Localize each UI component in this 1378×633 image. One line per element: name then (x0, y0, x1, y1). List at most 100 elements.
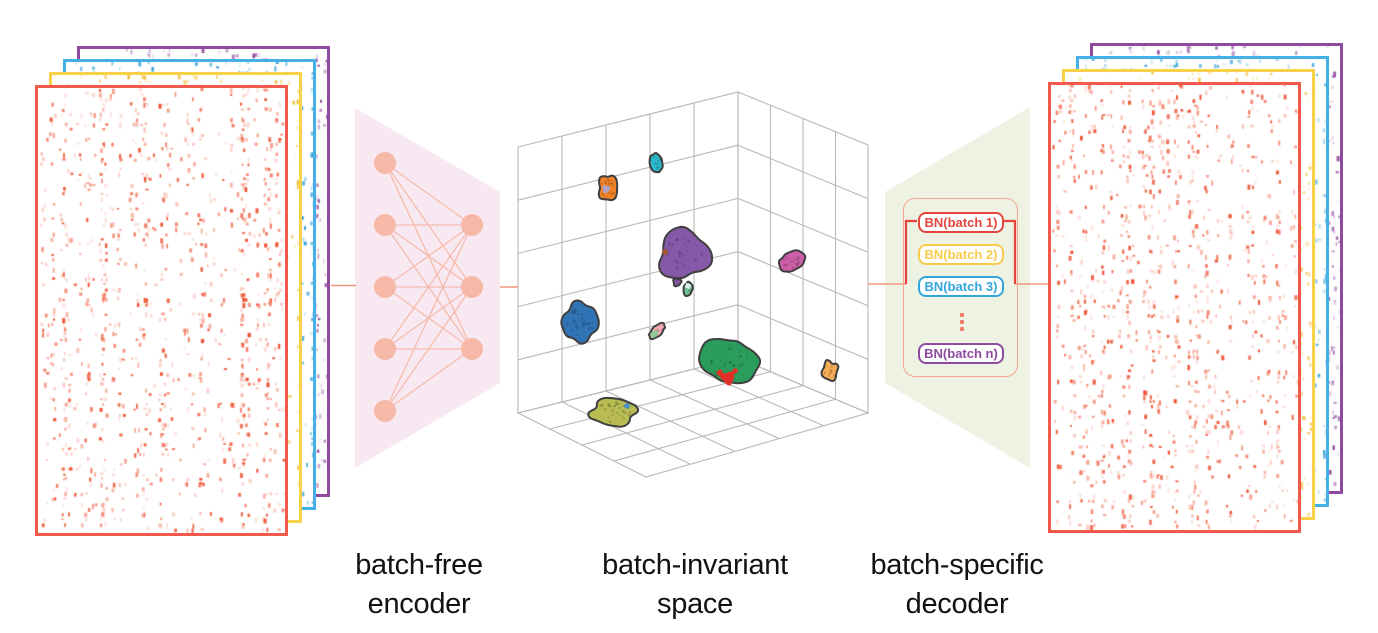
cluster-speckle (685, 249, 688, 252)
cluster-speckle (610, 182, 613, 185)
cluster-speckle (738, 348, 741, 351)
cluster-speckle (607, 179, 611, 182)
encoder-node (374, 338, 396, 360)
cluster-speckle (715, 373, 718, 377)
encoder-network (374, 152, 483, 422)
cluster-blue-body (560, 299, 600, 345)
bn-ellipsis (904, 306, 1019, 338)
cluster-speckle (745, 357, 748, 360)
encoder-label-line1: batch-free (355, 549, 483, 581)
bn-box-4: BN(batch n) (918, 343, 1004, 364)
cluster-speckle (829, 368, 833, 372)
cluster-speckle (623, 411, 627, 415)
cluster-speckle (566, 323, 569, 327)
cluster-speckle (654, 162, 657, 165)
cluster-purple (658, 225, 714, 280)
cluster-cyan-body (648, 152, 664, 174)
cluster-speckle (675, 267, 679, 271)
cluster-speckle (720, 360, 722, 362)
bn-box-1: BN(batch 1) (918, 212, 1004, 233)
cluster-speckle (608, 405, 611, 408)
cluster-speckle (621, 409, 625, 413)
cluster-teal-pill-patch (685, 282, 691, 290)
cluster-speckle (585, 322, 589, 326)
cluster-speckle (628, 411, 632, 414)
matrix-dots-batch-red (1051, 85, 1298, 530)
cluster-speckle (796, 258, 799, 261)
encoder-edge (384, 162, 473, 226)
encoder-edge (384, 286, 473, 412)
encoder-node (374, 276, 396, 298)
cluster-speckle (656, 166, 659, 169)
cluster-speckle (700, 251, 703, 253)
cube-gridline (613, 398, 836, 462)
cube-gridline (737, 251, 869, 307)
cluster-speckle (724, 356, 727, 359)
cluster-speckle (616, 403, 618, 406)
cluster-speckle (574, 323, 577, 327)
cluster-speckle (828, 372, 831, 375)
cluster-speckle (614, 401, 618, 404)
cluster-olive (587, 396, 640, 428)
cluster-speckle (797, 260, 800, 264)
encoder-edge (384, 224, 473, 412)
cluster-speckle (668, 242, 672, 246)
cluster-speckle (570, 329, 574, 332)
cluster-speckle (622, 416, 625, 419)
cluster-speckle (590, 326, 594, 329)
cluster-speckle (828, 374, 830, 377)
cluster-purple-satellite (672, 276, 683, 288)
cluster-speckle (573, 310, 577, 313)
cluster-speckle (589, 321, 591, 324)
cluster-speckle (788, 257, 791, 259)
cluster-speckle (608, 404, 612, 408)
cluster-speckle (700, 253, 703, 257)
cluster-speckle (566, 321, 569, 324)
cluster-speckle (659, 157, 661, 160)
cluster-speckle (688, 290, 691, 293)
cluster-green-body (698, 337, 762, 385)
cluster-speckle (607, 182, 611, 185)
cluster-speckle (796, 263, 799, 266)
cluster-speckle (684, 244, 687, 246)
cluster-speckle (832, 374, 836, 378)
cluster-speckle (688, 251, 690, 253)
cluster-speckle (607, 402, 610, 405)
cluster-speckle (652, 155, 655, 158)
cluster-speckle (728, 360, 732, 364)
cluster-speckle (785, 263, 789, 266)
cluster-speckle (611, 414, 614, 417)
cluster-speckle (728, 347, 731, 351)
cluster-speckle (785, 256, 789, 260)
encoder-node (461, 214, 483, 236)
latent-space-label-line2: space (657, 588, 733, 620)
cluster-speckle (738, 351, 741, 354)
cluster-purple-body (658, 225, 714, 280)
cube-gridline (737, 197, 869, 253)
cube-gridline (737, 304, 869, 360)
cluster-speckle (572, 319, 575, 323)
cluster-speckle (710, 363, 713, 366)
latent-space-label-line1: batch-invariant (602, 549, 788, 581)
cluster-speckle (678, 255, 681, 258)
cluster-speckle (616, 402, 619, 406)
cluster-speckle (687, 239, 690, 243)
cluster-purple-patch (661, 248, 668, 256)
encoder-edge (384, 224, 473, 350)
cluster-speckle (791, 266, 795, 269)
cluster-speckle (794, 262, 796, 265)
cluster-speckle (732, 364, 735, 368)
encoder-edge (384, 224, 473, 288)
cluster-speckle (611, 409, 614, 412)
cluster-speckle (676, 279, 678, 281)
cluster-speckle (676, 238, 679, 241)
cluster-speckle (623, 418, 626, 421)
cluster-speckle (572, 311, 575, 315)
cube-gridline (737, 144, 869, 200)
cluster-speckle (730, 362, 733, 365)
cluster-speckle (681, 254, 684, 256)
cluster-speckle (612, 185, 615, 187)
cluster-purple-satellite-body (672, 276, 683, 288)
cluster-speckle (746, 353, 749, 356)
